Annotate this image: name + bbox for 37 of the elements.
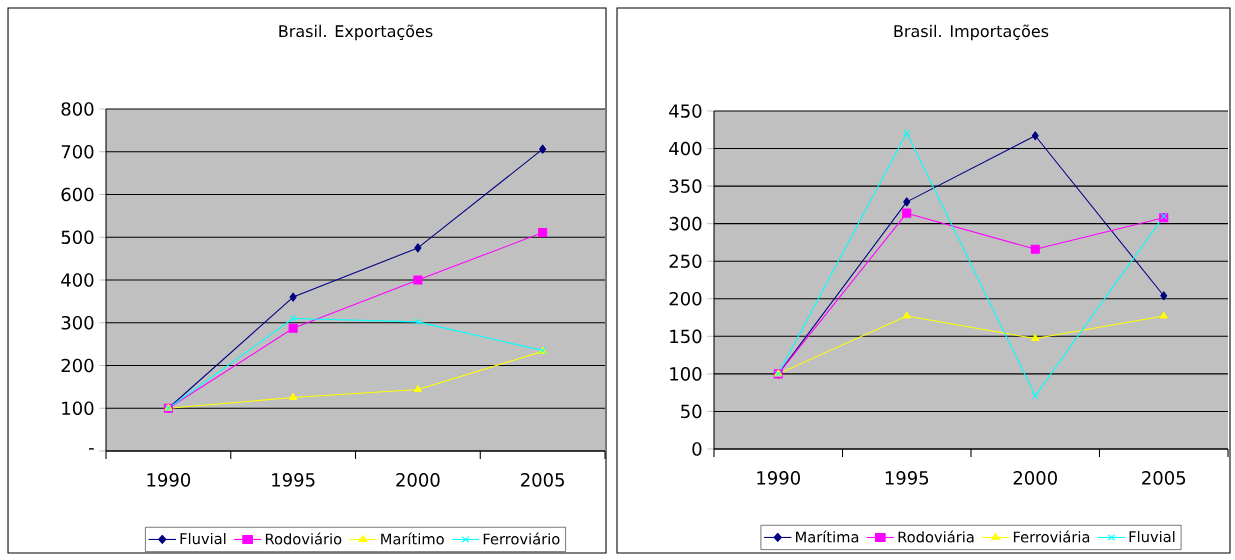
y-tick-label: 600 [61,187,94,202]
x-tick-label: 1995 [272,473,315,487]
legend-label: Marítima [796,530,859,543]
y-tick-label: 200 [669,291,702,306]
chart-title: Brasil. Importações [894,24,1049,41]
y-tick-label: 200 [61,358,94,373]
y-tick-label: 700 [61,144,94,159]
y-tick-label: 500 [61,230,94,245]
x-tick-label: 1990 [147,473,191,487]
x-tick-label: 2000 [396,473,440,487]
y-tick-label: 350 [669,179,702,193]
y-tick-label: 50 [681,404,702,419]
y-tick-label: 400 [61,273,94,287]
y-tick-label: - [89,448,94,450]
y-tick-label: 100 [62,401,94,416]
legend-label: Fluvial [1129,530,1175,543]
y-tick-label: 100 [670,367,702,381]
y-tick-label: 800 [61,102,94,116]
legend-label: Fluvial [180,532,226,545]
y-tick-label: 0 [692,442,702,456]
legend-label: Marítimo [381,532,444,545]
x-tick-label: 2000 [1013,471,1057,485]
x-tick-label: 2005 [521,473,564,487]
y-tick-label: 150 [670,329,702,344]
x-tick-label: 2005 [1142,471,1186,485]
y-tick-label: 400 [669,141,702,156]
y-tick-label: 300 [669,216,702,231]
chart-title: Brasil. Exportações [279,24,433,41]
x-tick-label: 1990 [757,471,800,485]
legend-label: Ferroviário [483,532,560,545]
x-tick-label: 1995 [885,471,929,485]
legend-label: Rodoviário [265,532,342,545]
y-tick-label: 300 [61,315,94,330]
y-tick-label: 250 [669,254,702,269]
y-tick-label: 450 [669,104,702,118]
legend-label: Rodoviária [898,530,974,543]
legend-label: Ferroviária [1013,530,1090,543]
